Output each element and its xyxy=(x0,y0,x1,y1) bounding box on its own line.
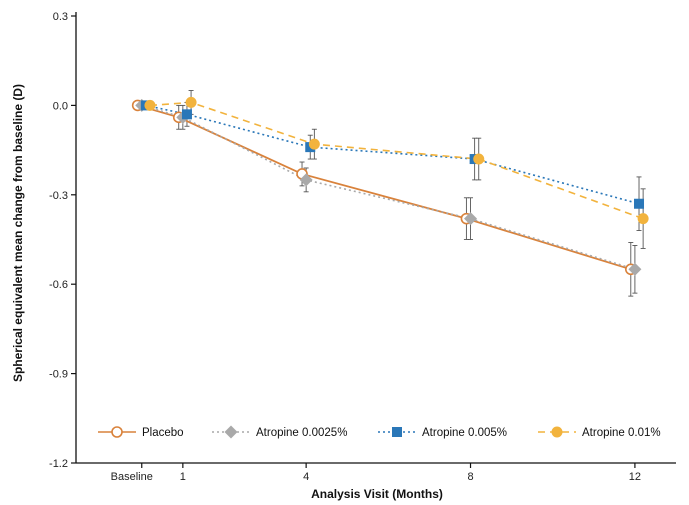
data-point xyxy=(628,262,642,276)
x-axis-title: Analysis Visit (Months) xyxy=(311,487,443,501)
x-tick-label: 1 xyxy=(180,471,186,483)
series-markers xyxy=(131,96,649,276)
y-tick-label: 0.0 xyxy=(53,100,68,112)
y-tick-label: -0.6 xyxy=(49,279,68,291)
y-tick-label: 0.3 xyxy=(53,11,68,23)
axes: 0.3 0.0 -0.3 -0.6 -0.9 -1.2 Baseline 1 4 8 12 xyxy=(49,11,676,483)
data-point xyxy=(473,153,485,165)
legend-marker xyxy=(111,426,123,438)
legend-marker xyxy=(224,425,238,439)
data-point xyxy=(181,109,192,120)
data-point xyxy=(144,99,156,111)
legend: Placebo Atropine 0.0025% Atropine 0.005% At… xyxy=(98,425,661,439)
series-line-4 xyxy=(149,101,644,220)
series-line-2 xyxy=(141,104,636,271)
x-tick-label: 4 xyxy=(303,471,309,483)
y-tick-label: -1.2 xyxy=(49,458,68,470)
x-tick-label: 8 xyxy=(467,471,473,483)
data-point xyxy=(299,173,313,187)
legend-label: Atropine 0.005% xyxy=(422,427,507,439)
x-tick-label: Baseline xyxy=(111,471,153,483)
data-point xyxy=(634,198,645,209)
data-point xyxy=(464,212,478,226)
series-lines xyxy=(137,101,644,271)
series-line-3 xyxy=(145,104,640,205)
data-point xyxy=(185,96,197,108)
y-tick-label: -0.3 xyxy=(49,190,68,202)
legend-label: Atropine 0.01% xyxy=(582,427,661,439)
data-point xyxy=(637,213,649,225)
y-axis-title: Spherical equivalent mean change from ba… xyxy=(11,84,25,382)
y-tick-label: -0.9 xyxy=(49,369,68,381)
legend-marker xyxy=(392,427,402,437)
x-tick-label: 12 xyxy=(629,471,641,483)
data-point xyxy=(308,138,320,150)
legend-label: Placebo xyxy=(142,427,184,439)
legend-marker xyxy=(551,426,563,438)
legend-label: Atropine 0.0025% xyxy=(256,427,347,439)
